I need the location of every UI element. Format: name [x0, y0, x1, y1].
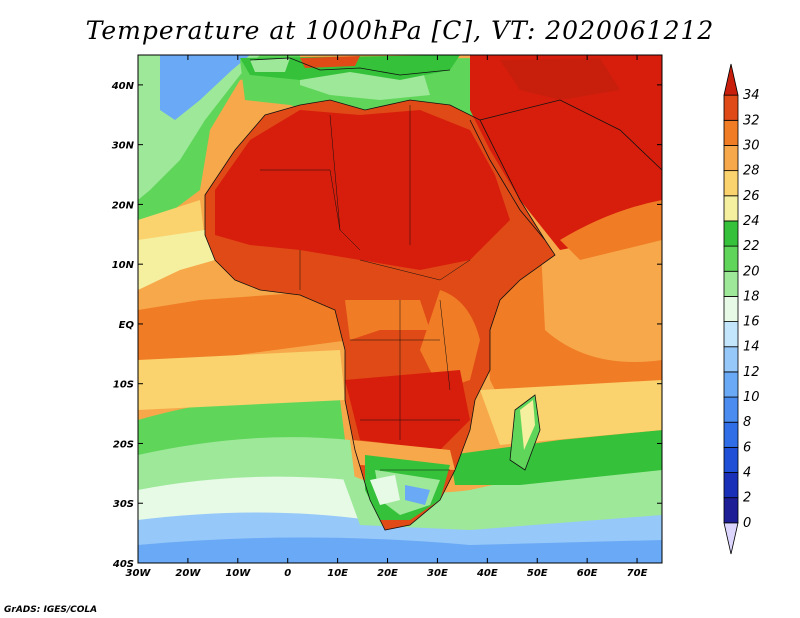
colorbar-swatch — [723, 396, 739, 423]
colorbar-swatch — [723, 245, 739, 272]
colorbar-swatch — [723, 497, 739, 524]
lon-tick-label: 30E — [427, 568, 448, 579]
lon-tick-label: 50E — [527, 568, 548, 579]
colorbar-swatch — [723, 472, 739, 499]
colorbar-label: 4 — [743, 466, 751, 481]
lat-tick-label: 40S — [112, 559, 134, 570]
colorbar-label: 10 — [743, 390, 760, 405]
lon-tick-label: 0 — [284, 568, 291, 579]
lat-tick-label: 30N — [112, 141, 135, 152]
colorbar-swatch — [723, 270, 739, 297]
colorbar-label: 32 — [743, 113, 760, 128]
colorbar-label: 16 — [743, 315, 760, 330]
colorbar-label: 2 — [743, 491, 751, 506]
lon-tick-label: 70E — [627, 568, 648, 579]
colorbar-swatch — [723, 63, 739, 96]
colorbar-label: 6 — [743, 440, 751, 455]
colorbar-swatch — [723, 321, 739, 348]
chart-title: Temperature at 1000hPa [C], VT: 20200612… — [85, 16, 715, 45]
colorbar-swatch — [723, 421, 739, 448]
latitude-ticks: 40S 30S 20S 10S EQ 10N 20N 30N 40N — [111, 81, 662, 570]
country-borders — [260, 105, 471, 471]
lon-tick-label: 20W — [175, 568, 201, 579]
longitude-ticks: 30W 20W 10W 0 10E 20E 30E 40E 50E 60E 70E — [126, 55, 648, 579]
colorbar-swatch — [723, 346, 739, 373]
colorbar-label: 26 — [743, 189, 760, 204]
colorbar-label: 8 — [743, 415, 751, 430]
lat-tick-label: 20N — [112, 200, 135, 211]
colorbar-label: 30 — [743, 138, 760, 153]
lat-tick-label: 40N — [111, 81, 135, 92]
colorbar-label: 20 — [743, 264, 760, 279]
lon-tick-label: 60E — [577, 568, 598, 579]
lon-tick-label: 10E — [327, 568, 348, 579]
lon-tick-label: 20E — [377, 568, 398, 579]
coastlines — [204, 57, 662, 531]
lon-tick-label: 40E — [476, 568, 498, 579]
colorbar-swatch — [723, 522, 739, 555]
colorbar-swatch — [723, 371, 739, 398]
lon-tick-label: 10W — [225, 568, 251, 579]
colorbar-swatch — [723, 296, 739, 322]
colorbar-label: 18 — [743, 289, 760, 304]
colorbar-swatch — [723, 446, 739, 473]
colorbar-label: 34 — [743, 88, 760, 103]
lat-tick-label: 10N — [112, 260, 135, 271]
credit-label: GrADS: IGES/COLA — [4, 605, 98, 615]
colorbar-label: 22 — [743, 239, 760, 254]
colorbar-label: 12 — [743, 365, 760, 380]
colorbar-swatch — [723, 145, 739, 172]
colorbar-label: 24 — [743, 214, 760, 229]
lat-tick-label: EQ — [119, 320, 135, 331]
colorbar-swatch — [723, 220, 739, 247]
colorbar-swatch — [723, 119, 739, 146]
lon-tick-label: 30W — [126, 568, 152, 579]
lat-tick-label: 30S — [113, 499, 134, 510]
colorbar-swatch — [723, 170, 739, 197]
colorbar-label: 14 — [743, 340, 760, 355]
map-frame — [137, 54, 663, 564]
lat-tick-label: 10S — [113, 380, 134, 391]
colorbar-label: 28 — [743, 164, 760, 179]
colorbar-label: 0 — [743, 516, 751, 531]
colorbar-swatch — [723, 195, 739, 222]
lat-tick-label: 20S — [113, 439, 134, 450]
colorbar-swatch — [723, 94, 739, 121]
